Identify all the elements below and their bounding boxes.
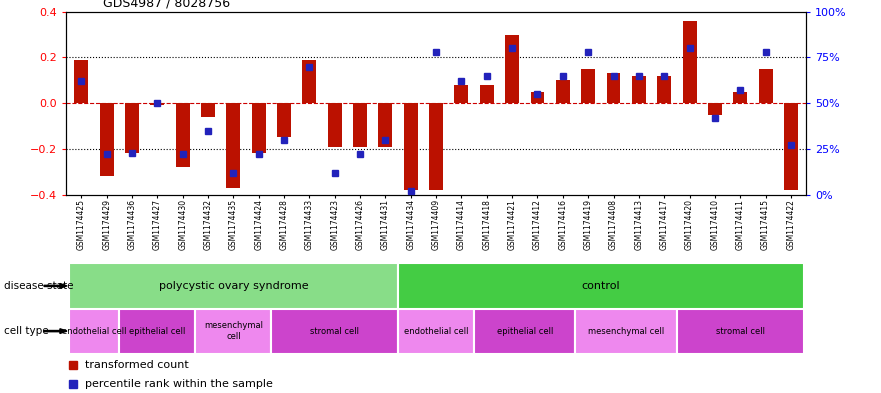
Text: GDS4987 / 8028756: GDS4987 / 8028756	[103, 0, 230, 9]
Text: epithelial cell: epithelial cell	[497, 327, 553, 336]
Bar	[201, 103, 215, 117]
Bar	[677, 309, 803, 354]
Bar	[759, 69, 773, 103]
Bar	[74, 60, 88, 103]
Bar	[632, 76, 646, 103]
Text: disease state: disease state	[4, 281, 74, 291]
Text: endothelial cell: endothelial cell	[403, 327, 469, 336]
Text: percentile rank within the sample: percentile rank within the sample	[85, 379, 272, 389]
Bar	[474, 309, 575, 354]
Bar	[353, 103, 367, 147]
Bar	[657, 76, 671, 103]
Bar	[480, 85, 493, 103]
Bar	[119, 309, 196, 354]
Bar	[403, 103, 418, 190]
Bar	[302, 60, 316, 103]
Text: stromal cell: stromal cell	[715, 327, 765, 336]
Bar	[455, 85, 469, 103]
Bar	[69, 309, 119, 354]
Bar	[606, 73, 620, 103]
Bar	[175, 103, 189, 167]
Bar	[226, 103, 241, 188]
Text: transformed count: transformed count	[85, 360, 189, 370]
Text: cell type: cell type	[4, 326, 49, 336]
Bar	[271, 309, 398, 354]
Bar	[581, 69, 596, 103]
Bar	[277, 103, 291, 138]
Bar	[252, 103, 266, 153]
Text: polycystic ovary syndrome: polycystic ovary syndrome	[159, 281, 308, 291]
Text: mesenchymal cell: mesenchymal cell	[588, 327, 664, 336]
Bar	[100, 103, 114, 176]
Bar	[530, 92, 544, 103]
Text: endothelial cell: endothelial cell	[62, 327, 126, 336]
Bar	[784, 103, 798, 190]
Bar	[379, 103, 392, 147]
Bar	[69, 263, 398, 309]
Bar	[328, 103, 342, 147]
Text: stromal cell: stromal cell	[310, 327, 359, 336]
Bar	[708, 103, 722, 115]
Bar	[125, 103, 139, 153]
Bar	[505, 35, 519, 103]
Bar	[151, 103, 164, 105]
Bar	[398, 263, 803, 309]
Text: control: control	[581, 281, 620, 291]
Bar	[733, 92, 747, 103]
Bar	[429, 103, 443, 190]
Bar	[575, 309, 677, 354]
Text: mesenchymal
cell: mesenchymal cell	[204, 321, 263, 341]
Text: epithelial cell: epithelial cell	[130, 327, 186, 336]
Bar	[683, 21, 697, 103]
Bar	[196, 309, 271, 354]
Bar	[398, 309, 474, 354]
Bar	[556, 80, 570, 103]
